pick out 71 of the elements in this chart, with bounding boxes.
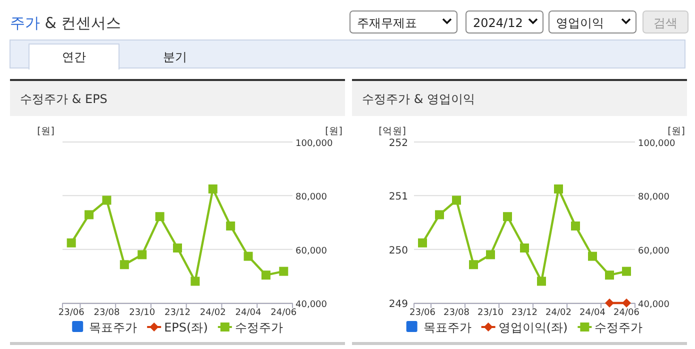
- y-axis-title: [억원]: [378, 126, 406, 137]
- legend-label: 목표주가: [89, 320, 138, 334]
- x-tick-label: 24/04: [235, 308, 262, 318]
- x-tick-label: 24/06: [614, 308, 640, 318]
- x-tick-label: 24/06: [270, 308, 297, 318]
- text: 연간: [62, 50, 86, 64]
- point: [190, 276, 200, 286]
- point: [469, 260, 478, 270]
- point: [554, 184, 563, 194]
- point: [537, 276, 546, 286]
- point: [138, 250, 147, 260]
- point: [452, 196, 461, 205]
- chart-title: 수정주가 & 영업이익: [362, 92, 475, 106]
- point: [503, 212, 512, 222]
- y2-tick-label: 80,000: [296, 192, 328, 203]
- y2-tick-label: 80,000: [638, 192, 670, 203]
- text: 2024/12: [473, 16, 523, 30]
- point: [173, 243, 182, 252]
- x-tick-label: 23/06: [58, 308, 85, 318]
- legend-label: 목표주가: [423, 320, 472, 334]
- legend-label: 수정주가: [234, 320, 283, 334]
- y2-tick-label: 40,000: [296, 300, 328, 310]
- x-tick-label: 23/10: [129, 308, 156, 318]
- y2-tick-label: 100,000: [638, 139, 676, 149]
- x-tick-label: 24/02: [200, 308, 226, 318]
- legend-label: 영업이익(좌): [498, 320, 568, 334]
- x-tick-label: 24/04: [580, 308, 606, 318]
- point: [208, 184, 218, 194]
- y-tick-label: 252: [388, 138, 408, 149]
- y2-tick-label: 60,000: [296, 246, 328, 256]
- chart-title: 수정주가 & EPS: [20, 92, 108, 106]
- point: [418, 238, 427, 248]
- text: 주재무제표: [357, 16, 417, 30]
- point: [84, 210, 94, 220]
- text: 주가 & 컨센서스: [10, 14, 122, 32]
- y-axis-title: [원]: [37, 126, 54, 137]
- y2-axis-title: [원]: [325, 126, 342, 137]
- point: [120, 260, 129, 270]
- point: [588, 252, 597, 261]
- point: [66, 238, 76, 248]
- y2-tick-label: 60,000: [638, 246, 670, 256]
- text: 영업이익: [556, 16, 604, 30]
- x-tick-label: 23/06: [410, 308, 436, 318]
- legend-label: EPS(좌): [164, 320, 208, 334]
- x-tick-label: 23/12: [512, 308, 538, 318]
- point: [486, 250, 495, 260]
- point: [605, 270, 614, 280]
- point: [226, 221, 236, 230]
- point: [520, 243, 529, 252]
- point: [571, 221, 580, 230]
- point: [622, 266, 631, 276]
- x-tick-label: 23/10: [478, 308, 504, 318]
- y-tick-label: 249: [388, 299, 408, 310]
- point: [155, 212, 164, 222]
- point: [244, 252, 253, 261]
- x-tick-label: 24/02: [546, 308, 572, 318]
- point: [279, 266, 288, 276]
- y2-tick-label: 100,000: [296, 139, 333, 149]
- point: [261, 270, 270, 280]
- y-tick-label: 250: [388, 245, 408, 256]
- x-tick-label: 23/08: [94, 308, 120, 318]
- x-tick-label: 23/08: [444, 308, 470, 318]
- y-tick-label: 251: [388, 192, 408, 203]
- point: [102, 196, 112, 205]
- y2-tick-label: 40,000: [638, 300, 670, 310]
- legend-label: 수정주가: [594, 320, 643, 334]
- y2-axis-title: [원]: [668, 126, 685, 137]
- x-tick-label: 23/12: [164, 308, 190, 318]
- text: 분기: [163, 50, 187, 64]
- text: 검색: [654, 16, 678, 30]
- point: [435, 210, 444, 220]
